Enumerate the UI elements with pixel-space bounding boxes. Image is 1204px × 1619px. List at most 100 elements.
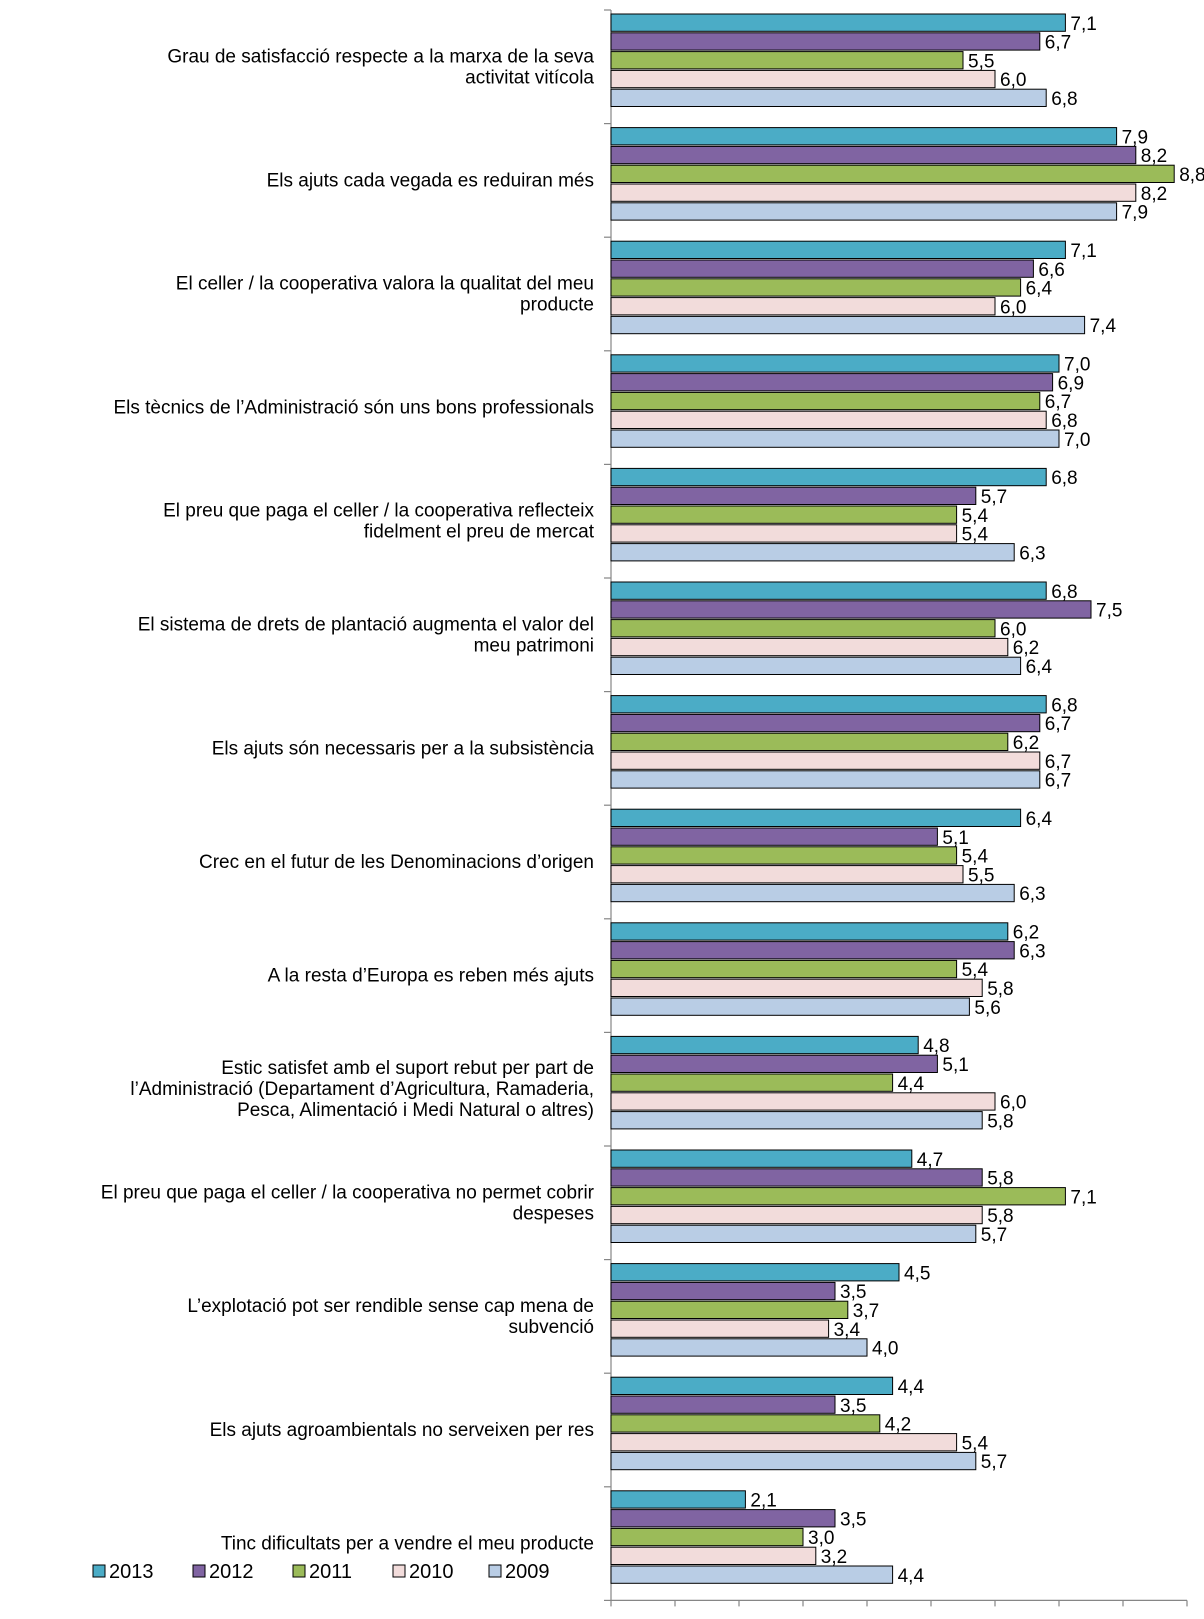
category-label: El preu que paga el celler / la cooperat… xyxy=(163,501,594,522)
data-label: 5,7 xyxy=(981,1225,1007,1246)
bar-2010 xyxy=(610,751,1041,770)
category-label: A la resta d’Europa es reben més ajuts xyxy=(268,966,594,987)
bar-2010 xyxy=(610,865,964,884)
bar-2011 xyxy=(610,1414,881,1433)
data-label: 6,4 xyxy=(1026,279,1053,300)
data-label: 7,1 xyxy=(1070,14,1096,35)
data-label: 8,2 xyxy=(1141,146,1167,167)
bar-2009 xyxy=(610,1565,894,1584)
x-tick-label: 6 xyxy=(990,1616,1001,1619)
legend-swatch-2013 xyxy=(92,1564,106,1578)
bar-2013 xyxy=(610,1149,913,1168)
data-label: 7,9 xyxy=(1122,127,1148,148)
bar-2009 xyxy=(610,1111,983,1130)
bar-2013 xyxy=(610,354,1060,373)
x-tick-label: 1 xyxy=(670,1616,681,1619)
data-label: 7,1 xyxy=(1070,1187,1096,1208)
category-label: El preu que paga el celler / la cooperat… xyxy=(101,1182,595,1203)
data-label: 6,7 xyxy=(1045,714,1071,735)
category-label: Tinc dificultats per a vendre el meu pro… xyxy=(221,1534,594,1555)
bar-2012 xyxy=(610,32,1041,51)
bar-2012 xyxy=(610,1054,938,1073)
legend-swatch-2012 xyxy=(192,1564,206,1578)
data-label: 6,7 xyxy=(1045,33,1071,54)
data-label: 4,0 xyxy=(872,1339,898,1360)
bar-2009 xyxy=(610,1451,977,1471)
bar-2012 xyxy=(610,1168,983,1187)
bar-2009 xyxy=(610,543,1015,562)
data-label: 6,9 xyxy=(1058,373,1084,394)
data-label: 3,2 xyxy=(821,1547,847,1568)
bar-2010 xyxy=(610,978,983,998)
bar-2011 xyxy=(610,391,1041,411)
category-label: El celler / la cooperativa valora la qua… xyxy=(176,274,594,295)
data-label: 5,4 xyxy=(962,960,989,981)
data-label: 7,5 xyxy=(1096,601,1122,622)
data-label: 3,7 xyxy=(853,1301,879,1322)
legend-swatch-2010 xyxy=(392,1564,406,1578)
bar-2010 xyxy=(610,1433,958,1452)
data-label: 5,4 xyxy=(962,847,989,868)
legend-label: 2012 xyxy=(209,1561,254,1583)
bar-2010 xyxy=(610,69,996,89)
bar-2013 xyxy=(610,467,1047,487)
data-label: 7,1 xyxy=(1070,241,1096,262)
category-label: producte xyxy=(520,295,594,316)
bar-2013 xyxy=(610,1263,900,1282)
category-label: Els ajuts cada vegada es reduiran més xyxy=(267,170,594,191)
bar-2011 xyxy=(610,1187,1066,1206)
data-label: 5,7 xyxy=(981,1452,1007,1473)
data-label: 6,7 xyxy=(1045,752,1071,773)
data-label: 5,6 xyxy=(974,998,1000,1019)
x-tick-label: 9 xyxy=(1182,1616,1193,1619)
data-label: 6,7 xyxy=(1045,392,1071,413)
x-tick-label: 8 xyxy=(1118,1616,1129,1619)
data-label: 6,6 xyxy=(1038,260,1064,281)
bar-2013 xyxy=(610,13,1066,32)
category-label: L’explotació pot ser rendible sense cap … xyxy=(187,1296,594,1317)
data-label: 6,8 xyxy=(1051,695,1077,716)
bar-2012 xyxy=(610,259,1034,278)
bar-2013 xyxy=(610,581,1047,600)
data-label: 6,3 xyxy=(1019,543,1045,564)
data-label: 4,4 xyxy=(898,1566,925,1587)
legend-label: 2010 xyxy=(409,1561,454,1583)
bar-2011 xyxy=(610,51,964,70)
bar-2012 xyxy=(610,1395,836,1414)
data-label: 5,4 xyxy=(962,525,989,546)
bar-2010 xyxy=(610,637,1009,657)
bar-2011 xyxy=(610,846,958,865)
bar-2012 xyxy=(610,486,977,506)
bar-2011 xyxy=(610,1300,849,1319)
bar-2013 xyxy=(610,127,1118,146)
data-label: 3,5 xyxy=(840,1509,866,1530)
category-label: meu patrimoni xyxy=(474,635,594,656)
data-label: 5,1 xyxy=(942,828,968,849)
bar-2009 xyxy=(610,1338,868,1357)
bar-2013 xyxy=(610,1035,919,1055)
x-tick-label: 5 xyxy=(926,1616,937,1619)
data-label: 6,7 xyxy=(1045,771,1071,792)
bar-2011 xyxy=(610,619,996,638)
data-label: 5,1 xyxy=(942,1055,968,1076)
data-label: 6,8 xyxy=(1051,411,1077,432)
category-label: Crec en el futur de les Denominacions d’… xyxy=(199,852,594,873)
legend-label: 2009 xyxy=(505,1561,550,1583)
bar-2009 xyxy=(610,1224,977,1243)
bar-2013 xyxy=(610,240,1066,259)
data-label: 7,4 xyxy=(1090,316,1117,337)
bar-2013 xyxy=(610,1376,894,1395)
data-label: 4,8 xyxy=(923,1036,949,1057)
bar-2013 xyxy=(610,1490,746,1509)
data-label: 6,8 xyxy=(1051,468,1077,489)
data-label: 4,4 xyxy=(898,1074,925,1095)
data-label: 6,3 xyxy=(1019,941,1045,962)
data-label: 6,8 xyxy=(1051,582,1077,603)
category-label: Els tècnics de l’Administració són uns b… xyxy=(113,398,594,419)
bar-2010 xyxy=(610,1092,996,1111)
data-label: 6,0 xyxy=(1000,1093,1026,1114)
data-label: 2,1 xyxy=(750,1491,776,1512)
bar-2010 xyxy=(610,524,958,543)
data-label: 5,7 xyxy=(981,487,1007,508)
